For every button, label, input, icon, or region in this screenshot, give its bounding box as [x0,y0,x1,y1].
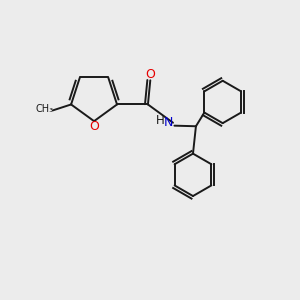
Text: O: O [89,120,99,133]
Text: H: H [156,114,165,127]
Text: O: O [146,68,155,81]
Text: N: N [164,116,173,129]
Text: CH₃: CH₃ [36,104,54,114]
